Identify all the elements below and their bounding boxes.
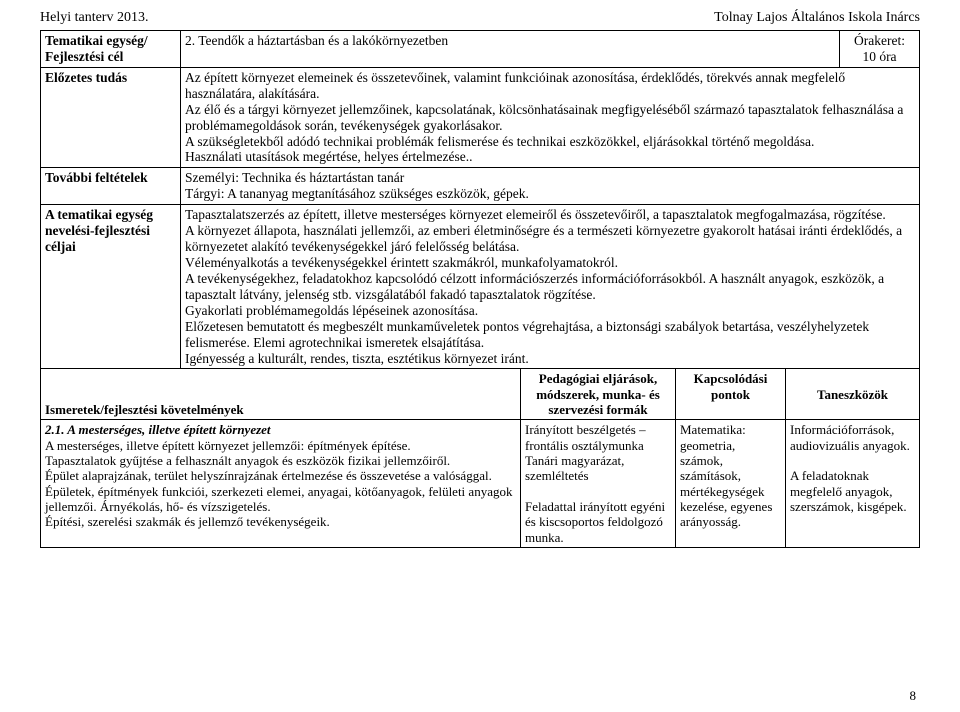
connections-cell: Matematika: geometria, számok, számításo…	[676, 420, 786, 548]
col-header-3: Kapcsolódási pontok	[676, 369, 786, 420]
further-conditions-content: Személyi: Technika és háztartástan tanár…	[181, 168, 920, 205]
unit-title: 2. Teendők a háztartásban és a lakókörny…	[181, 31, 840, 68]
requirements-table: Ismeretek/fejlesztési követelmények Peda…	[40, 368, 920, 548]
tools-cell: Információforrások, audiovizuális anyago…	[786, 420, 920, 548]
main-table: Tematikai egység/ Fejlesztési cél 2. Tee…	[40, 30, 920, 369]
header-right: Tolnay Lajos Általános Iskola Inárcs	[714, 10, 920, 26]
educational-goals-content: Tapasztalatszerzés az épített, illetve m…	[181, 205, 920, 369]
col-header-2: Pedagógiai eljárások, módszerek, munka- …	[521, 369, 676, 420]
educational-goals-label: A tematikai egység nevelési-fejlesztési …	[41, 205, 181, 369]
time-frame: Órakeret: 10 óra	[840, 31, 920, 68]
prior-knowledge-label: Előzetes tudás	[41, 67, 181, 168]
col-header-4: Taneszközök	[786, 369, 920, 420]
col-header-1: Ismeretek/fejlesztési követelmények	[41, 369, 521, 420]
further-conditions-label: További feltételek	[41, 168, 181, 205]
thematic-unit-label: Tematikai egység/ Fejlesztési cél	[41, 31, 181, 68]
page-number: 8	[910, 688, 917, 704]
header-left: Helyi tanterv 2013.	[40, 10, 148, 26]
requirements-cell-1: 2.1. A mesterséges, illetve épített körn…	[41, 420, 521, 548]
prior-knowledge-content: Az épített környezet elemeinek és összet…	[181, 67, 920, 168]
methods-cell: Irányított beszélgetés – frontális osztá…	[521, 420, 676, 548]
